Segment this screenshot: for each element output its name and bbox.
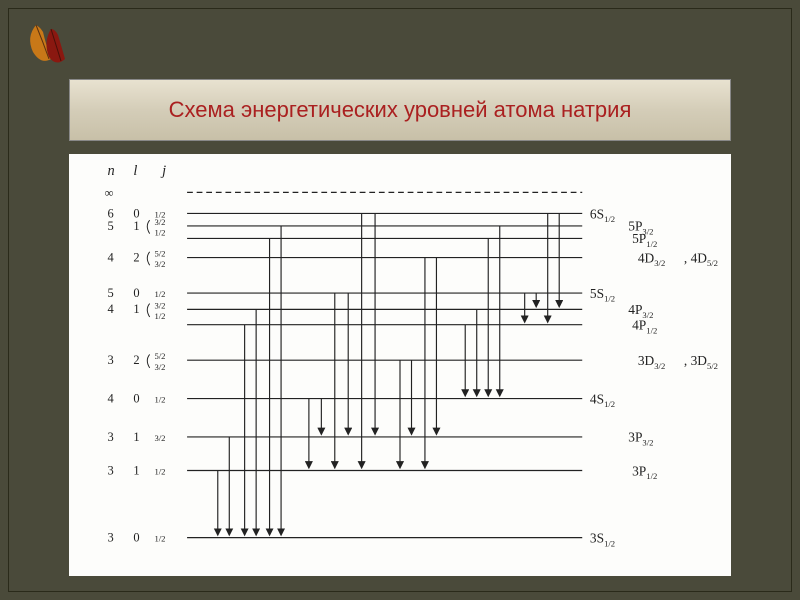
svg-text:5/2: 5/2 [154,351,165,361]
svg-text:6S1/2: 6S1/2 [590,206,615,224]
diagram-svg: nlj∞601/26S1/2513/21/25P3/25P1/2425/23/2… [69,154,731,576]
svg-text:5P1/2: 5P1/2 [632,231,657,249]
svg-text:5/2: 5/2 [154,249,165,259]
svg-text:4S1/2: 4S1/2 [590,391,615,409]
svg-text:5: 5 [107,219,113,233]
svg-text:1: 1 [133,219,139,233]
svg-text:3P3/2: 3P3/2 [628,430,653,448]
svg-text:0: 0 [133,286,139,300]
svg-text:∞: ∞ [105,186,114,200]
svg-text:4P1/2: 4P1/2 [632,318,657,336]
svg-text:3D3/2: 3D3/2 [638,353,665,371]
svg-text:j: j [160,163,166,179]
svg-text:n: n [107,163,114,179]
svg-text:4: 4 [107,302,114,316]
svg-text:5S1/2: 5S1/2 [590,286,615,304]
svg-text:3/2: 3/2 [154,433,165,443]
slide-frame: Схема энергетических уровней атома натри… [8,8,792,592]
svg-text:2: 2 [133,353,139,367]
slide-title: Схема энергетических уровней атома натри… [169,97,632,123]
svg-text:1/2: 1/2 [154,311,165,321]
svg-text:5: 5 [107,286,113,300]
svg-text:3/2: 3/2 [154,362,165,372]
svg-text:4D3/2: 4D3/2 [638,250,665,268]
svg-text:1/2: 1/2 [154,466,165,476]
svg-text:0: 0 [133,391,139,405]
svg-text:3/2: 3/2 [154,217,165,227]
svg-text:4: 4 [107,391,114,405]
svg-text:3/2: 3/2 [154,259,165,269]
svg-text:4: 4 [107,250,114,264]
svg-text:3S1/2: 3S1/2 [590,530,615,548]
svg-text:1: 1 [133,463,139,477]
svg-text:0: 0 [133,530,139,544]
svg-text:3: 3 [107,430,113,444]
energy-level-diagram: nlj∞601/26S1/2513/21/25P3/25P1/2425/23/2… [69,154,731,576]
svg-text:, 3D5/2: , 3D5/2 [684,353,718,371]
svg-text:3: 3 [107,463,113,477]
svg-text:1/2: 1/2 [154,533,165,543]
svg-text:1/2: 1/2 [154,289,165,299]
svg-text:3P1/2: 3P1/2 [632,463,657,481]
svg-text:2: 2 [133,250,139,264]
svg-text:l: l [133,163,137,179]
svg-text:1/2: 1/2 [154,394,165,404]
svg-text:3: 3 [107,530,113,544]
title-container: Схема энергетических уровней атома натри… [69,79,731,141]
svg-text:3/2: 3/2 [154,300,165,310]
svg-text:1: 1 [133,302,139,316]
svg-text:, 4D5/2: , 4D5/2 [684,250,718,268]
leaf-decoration [21,17,81,77]
svg-text:1: 1 [133,430,139,444]
svg-text:3: 3 [107,353,113,367]
svg-text:1/2: 1/2 [154,228,165,238]
